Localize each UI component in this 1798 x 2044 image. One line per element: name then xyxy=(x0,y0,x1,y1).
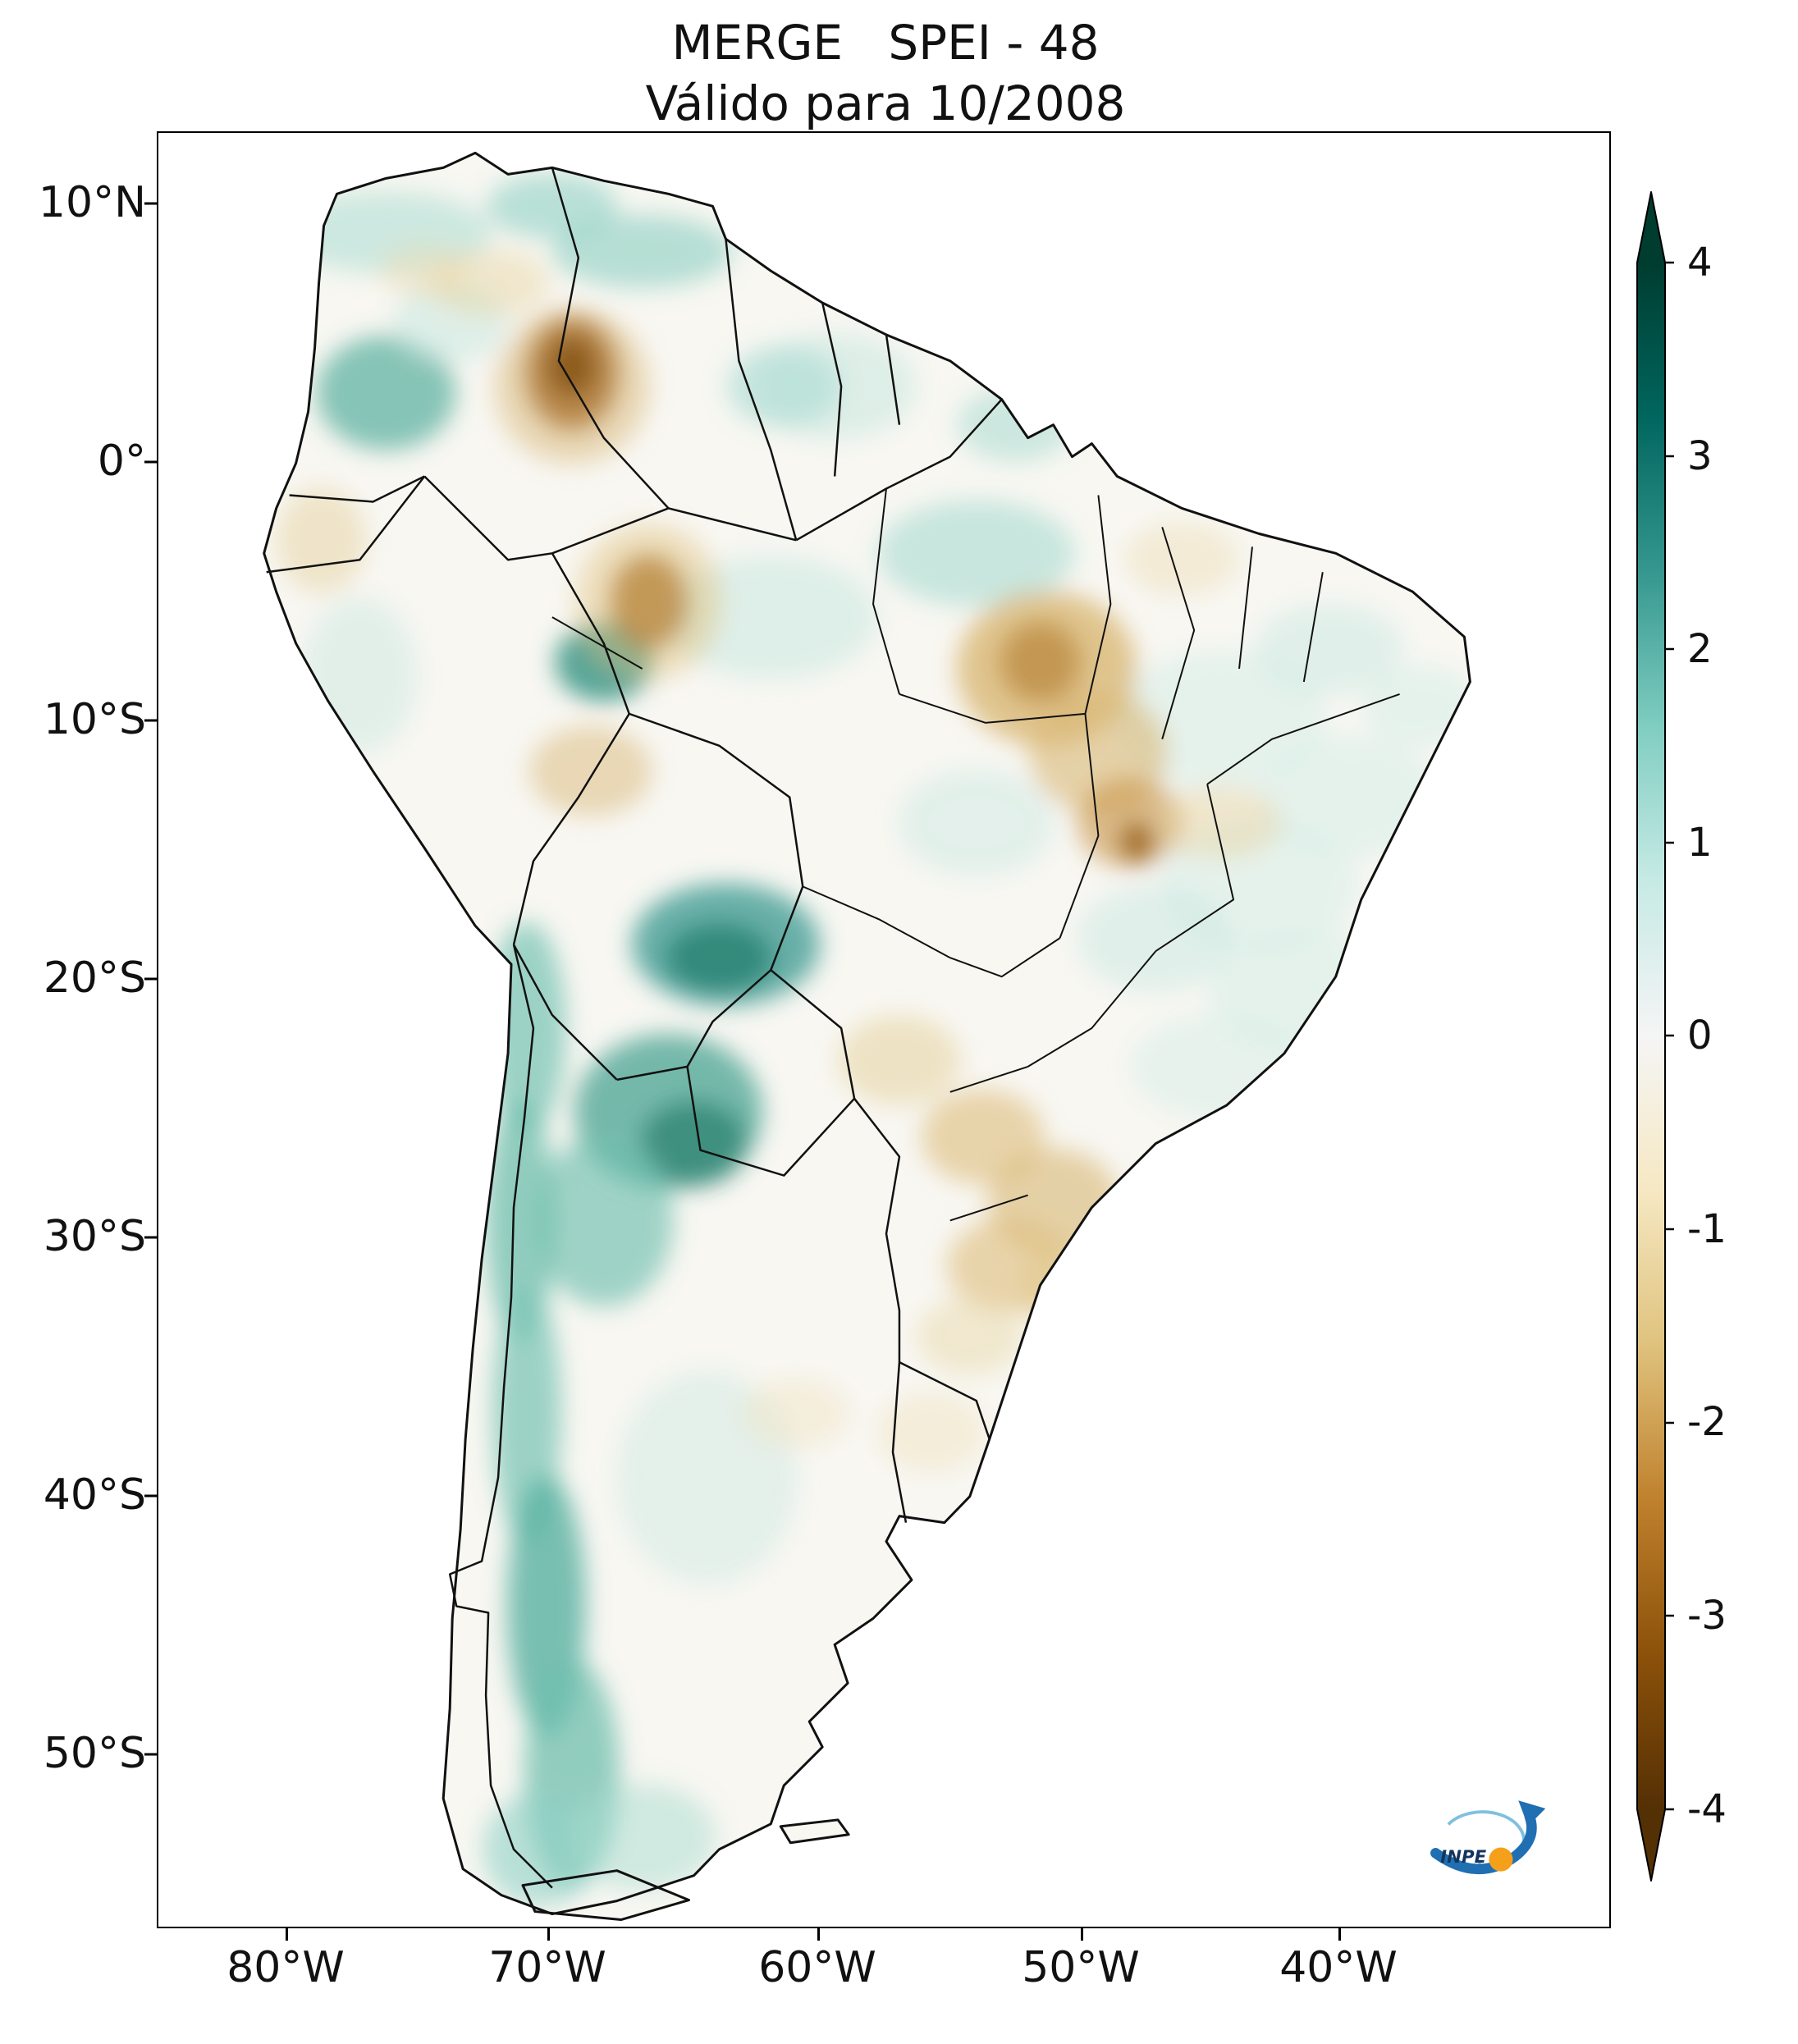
lon-tick-60w: 60°W xyxy=(758,1943,876,1992)
lon-tickmark xyxy=(1081,1928,1083,1941)
cbar-tick-m3: -3 xyxy=(1687,1593,1727,1639)
lat-tick-50s: 50°S xyxy=(43,1728,146,1778)
cbar-tick-1: 1 xyxy=(1687,820,1713,866)
cbar-tick-m2: -2 xyxy=(1687,1399,1727,1445)
spei-raster xyxy=(263,153,1471,1920)
lat-tickmark xyxy=(144,202,157,205)
cbar-tick-m4: -4 xyxy=(1687,1786,1727,1832)
orange-dot-icon xyxy=(1489,1847,1513,1872)
lat-tickmark xyxy=(144,1236,157,1239)
lon-tick-70w: 70°W xyxy=(488,1943,606,1992)
lat-tickmark xyxy=(144,719,157,722)
figure-title: MERGE SPEI - 48 xyxy=(671,15,1100,71)
inpe-logo-text: INPE xyxy=(1440,1847,1486,1868)
swoosh-arrowhead-icon xyxy=(1518,1800,1546,1827)
lon-tickmark xyxy=(286,1928,288,1941)
lat-tickmark xyxy=(144,1753,157,1756)
lon-tickmark xyxy=(1338,1928,1341,1941)
map-plot-area: INPE xyxy=(157,131,1611,1928)
state-borders xyxy=(551,488,1400,1222)
cbar-tick-3: 3 xyxy=(1687,433,1713,479)
lat-tick-10n: 10°N xyxy=(38,177,146,227)
lat-tick-10s: 10°S xyxy=(43,694,146,744)
lat-tick-0: 0° xyxy=(97,436,146,486)
lat-tickmark xyxy=(144,1494,157,1498)
lat-tickmark xyxy=(144,460,157,464)
country-borders xyxy=(266,167,1003,1889)
colorbar xyxy=(1636,191,1674,1882)
lon-tickmark xyxy=(817,1928,820,1941)
inpe-logo: INPE xyxy=(1418,1782,1553,1887)
lat-tick-30s: 30°S xyxy=(43,1211,146,1261)
cbar-tick-0: 0 xyxy=(1687,1013,1713,1059)
cbar-tick-m1: -1 xyxy=(1687,1206,1727,1252)
lat-tickmark xyxy=(144,977,157,981)
figure-subtitle: Válido para 10/2008 xyxy=(645,75,1126,131)
lat-tick-40s: 40°S xyxy=(43,1470,146,1520)
colorbar-tickmarks xyxy=(1665,261,1674,1811)
lon-tick-40w: 40°W xyxy=(1279,1943,1398,1992)
cbar-tick-2: 2 xyxy=(1687,626,1713,672)
lon-tick-80w: 80°W xyxy=(226,1943,345,1992)
lon-tickmark xyxy=(547,1928,550,1941)
cbar-tick-4: 4 xyxy=(1687,240,1713,286)
colorbar-gradient xyxy=(1636,191,1666,1882)
lon-tick-50w: 50°W xyxy=(1022,1943,1140,1992)
south-america-map xyxy=(263,151,1471,1922)
lat-tick-20s: 20°S xyxy=(43,953,146,1003)
